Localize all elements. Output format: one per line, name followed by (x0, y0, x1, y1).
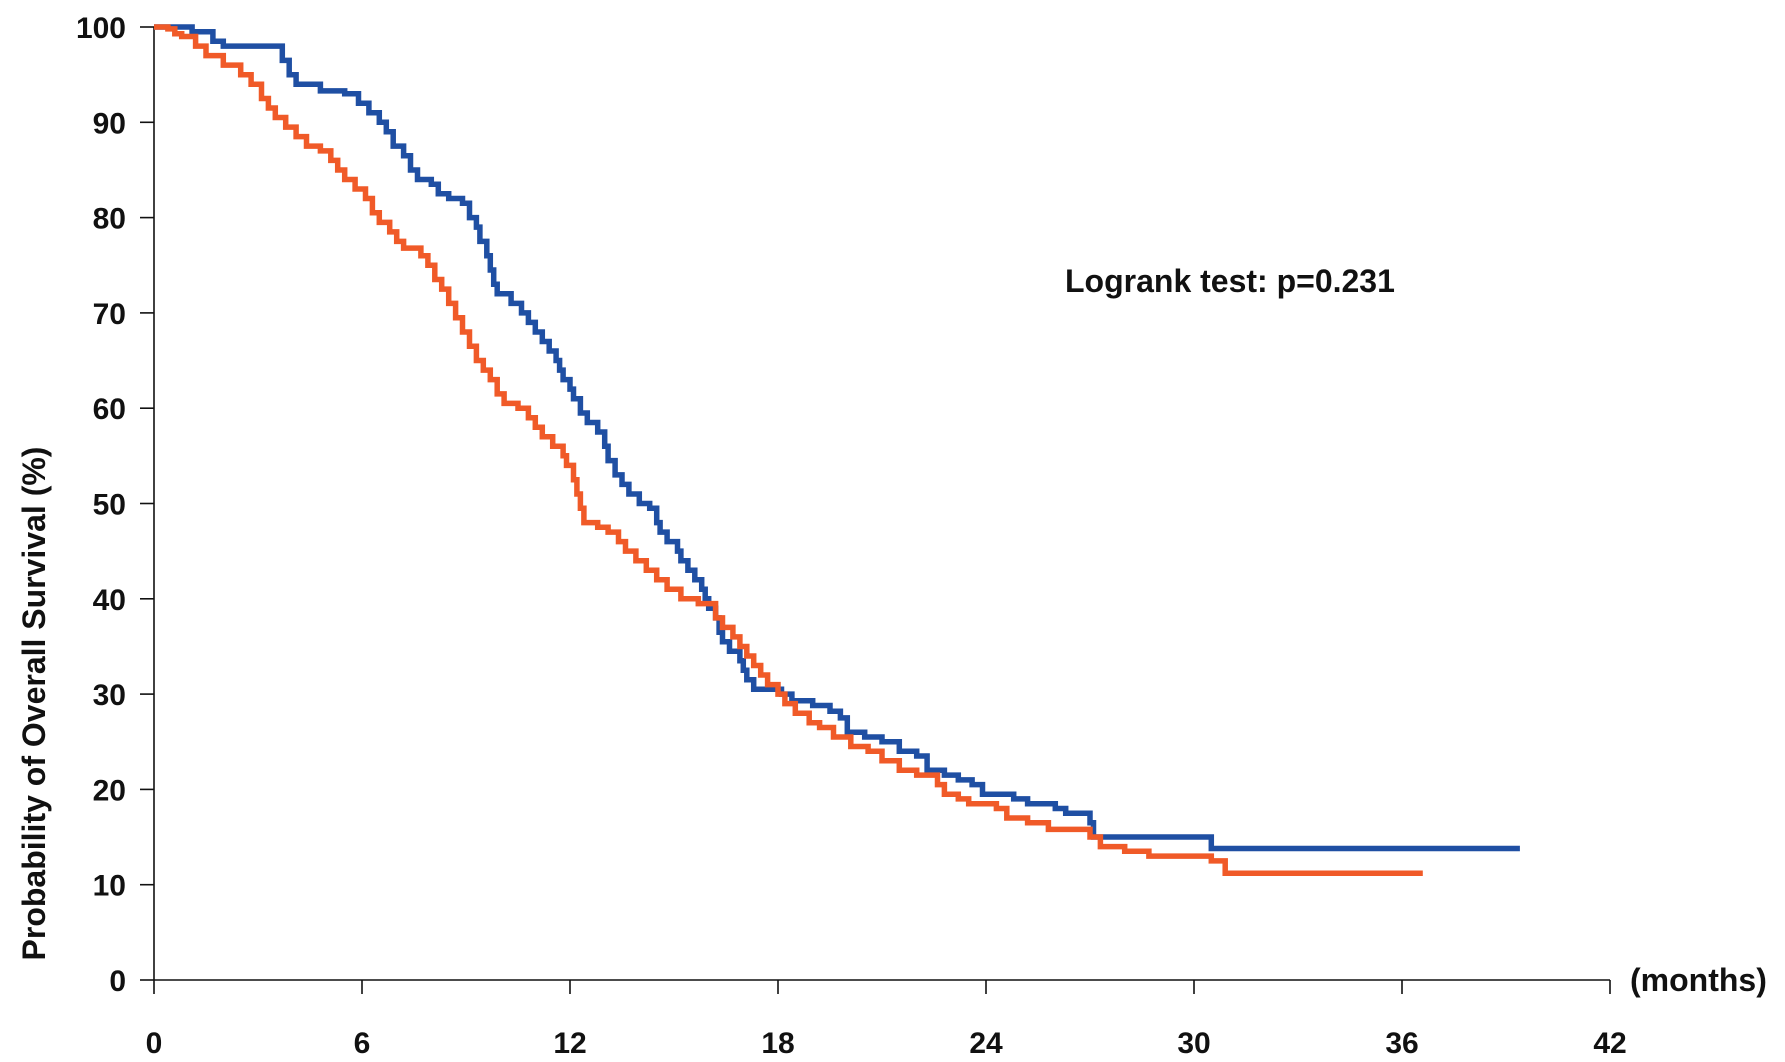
y-tick-label: 60 (93, 393, 126, 426)
y-tick-label: 90 (93, 107, 126, 140)
x-tick-label: 36 (1385, 1027, 1418, 1057)
x-tick-label: 6 (354, 1027, 371, 1057)
y-tick-label: 10 (93, 870, 126, 903)
x-tick-label: 42 (1593, 1027, 1626, 1057)
y-tick-label: 40 (93, 584, 126, 617)
y-tick-label: 20 (93, 774, 126, 807)
y-tick-label: 100 (76, 12, 126, 45)
x-tick-label: 12 (553, 1027, 586, 1057)
series-layer (154, 24, 1520, 877)
x-tick-label: 18 (761, 1027, 794, 1057)
y-tick-label: 80 (93, 203, 126, 236)
y-tick-label: 0 (109, 965, 126, 998)
labels-layer: 0 10 20 30 40 50 60 70 80 90 100 0 6 12 18 24 30 36 42(mon… (16, 12, 1767, 1060)
axes (140, 26, 1611, 994)
survival-curve-1 (154, 24, 1520, 852)
x-tick-label: 24 (969, 1027, 1003, 1057)
y-tick-label: 50 (93, 489, 126, 522)
x-tick-label: 30 (1177, 1027, 1210, 1057)
x-tick-label: 0 (146, 1027, 163, 1057)
logrank-annotation: Logrank test: p=0.231 (1065, 263, 1395, 299)
x-axis-title: (months) (1630, 962, 1767, 998)
survival-curve-2 (154, 24, 1423, 877)
y-tick-label: 70 (93, 298, 126, 331)
y-axis-title: Probability of Overall Survival (%) (16, 447, 52, 961)
y-tick-label: 30 (93, 679, 126, 712)
